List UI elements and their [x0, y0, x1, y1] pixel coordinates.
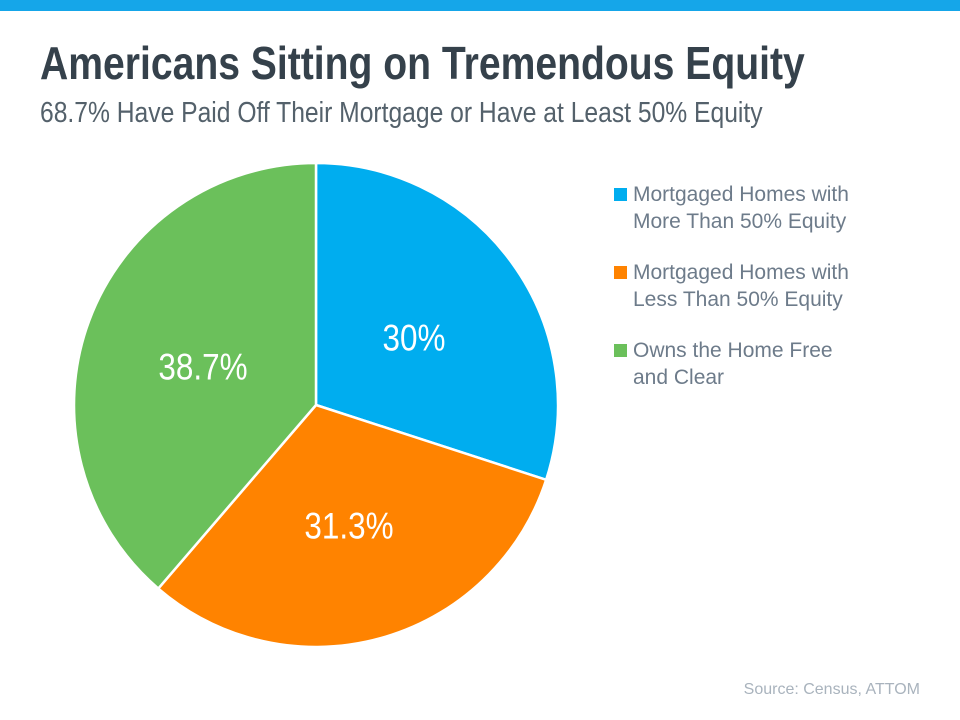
legend-item: Mortgaged Homes with More Than 50% Equit… [614, 181, 858, 235]
pie-slice [314, 161, 560, 482]
source-note: Source: Census, ATTOM [743, 681, 920, 698]
legend-label: Mortgaged Homes with More Than 50% Equit… [633, 183, 849, 233]
page-subtitle: 68.7% Have Paid Off Their Mortgage or Ha… [40, 97, 763, 129]
page-title: Americans Sitting on Tremendous Equity [40, 37, 805, 89]
legend-swatch-icon [614, 266, 627, 279]
legend-item: Mortgaged Homes with Less Than 50% Equit… [614, 259, 858, 313]
pie-slice [72, 161, 318, 590]
pie-slice [157, 403, 548, 649]
accent-bar [0, 0, 960, 11]
legend-swatch-icon [614, 188, 627, 201]
legend-label: Owns the Home Free and Clear [633, 339, 833, 389]
legend-swatch-icon [614, 344, 627, 357]
legend-item: Owns the Home Free and Clear [614, 337, 858, 391]
legend-label: Mortgaged Homes with Less Than 50% Equit… [633, 261, 849, 311]
pie-chart [72, 161, 560, 649]
chart-legend: Mortgaged Homes with More Than 50% Equit… [614, 181, 858, 391]
